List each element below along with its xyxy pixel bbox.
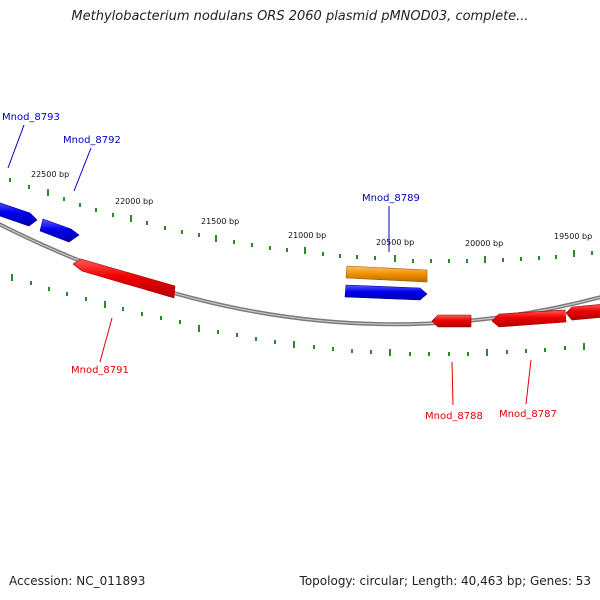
leader-line: [99, 317, 113, 363]
gene-mnod-8792[interactable]: [39, 218, 80, 243]
outer-tick-ring: [9, 178, 593, 263]
scale-label: 19500 bp: [554, 232, 592, 241]
gene-mnod-8789[interactable]: [344, 284, 428, 301]
gene-mnod-8787[interactable]: [491, 304, 600, 328]
gene-label[interactable]: Mnod_8789: [362, 193, 420, 204]
map-title: Methylobacterium nodulans ORS 2060 plasm…: [71, 9, 529, 24]
gene-label[interactable]: Mnod_8791: [71, 365, 129, 376]
gene-arrow[interactable]: [0, 201, 38, 227]
gene-arrow[interactable]: [39, 218, 80, 243]
gene-arrow[interactable]: [344, 284, 428, 301]
scale-labels: 22500 bp 22000 bp 21500 bp 21000 bp 2050…: [31, 170, 592, 248]
gene-label[interactable]: Mnod_8793: [2, 112, 60, 123]
leader-line: [525, 359, 532, 405]
gene-arrow[interactable]: [491, 309, 567, 328]
gene-mnod-8791[interactable]: [72, 258, 176, 299]
gene-arrow[interactable]: [431, 314, 472, 328]
scale-label: 21500 bp: [201, 217, 239, 226]
scale-label: 22000 bp: [115, 197, 153, 206]
accession-text: Accession: NC_011893: [9, 574, 146, 588]
scale-label: 20000 bp: [465, 239, 503, 248]
gene-mnod-8788[interactable]: [431, 314, 472, 328]
leader-line: [73, 147, 92, 192]
gene-mnod-8793[interactable]: [0, 201, 38, 227]
scale-label: 20500 bp: [376, 238, 414, 247]
label-leaders: [7, 124, 532, 406]
feature-block[interactable]: [345, 265, 428, 283]
inner-tick-ring: [11, 274, 585, 356]
gene-label[interactable]: Mnod_8792: [63, 135, 121, 146]
leader-line: [7, 124, 25, 169]
gene-label[interactable]: Mnod_8787: [499, 409, 557, 420]
gene-arrow[interactable]: [72, 258, 176, 299]
scale-label: 22500 bp: [31, 170, 69, 179]
genome-summary-text: Topology: circular; Length: 40,463 bp; G…: [299, 574, 591, 588]
feature-orange[interactable]: [345, 265, 428, 283]
leader-line: [451, 361, 454, 406]
scale-label: 21000 bp: [288, 231, 326, 240]
gene-label[interactable]: Mnod_8788: [425, 411, 483, 422]
gene-labels: Mnod_8793 Mnod_8792 Mnod_8791 Mnod_8789 …: [2, 112, 557, 422]
